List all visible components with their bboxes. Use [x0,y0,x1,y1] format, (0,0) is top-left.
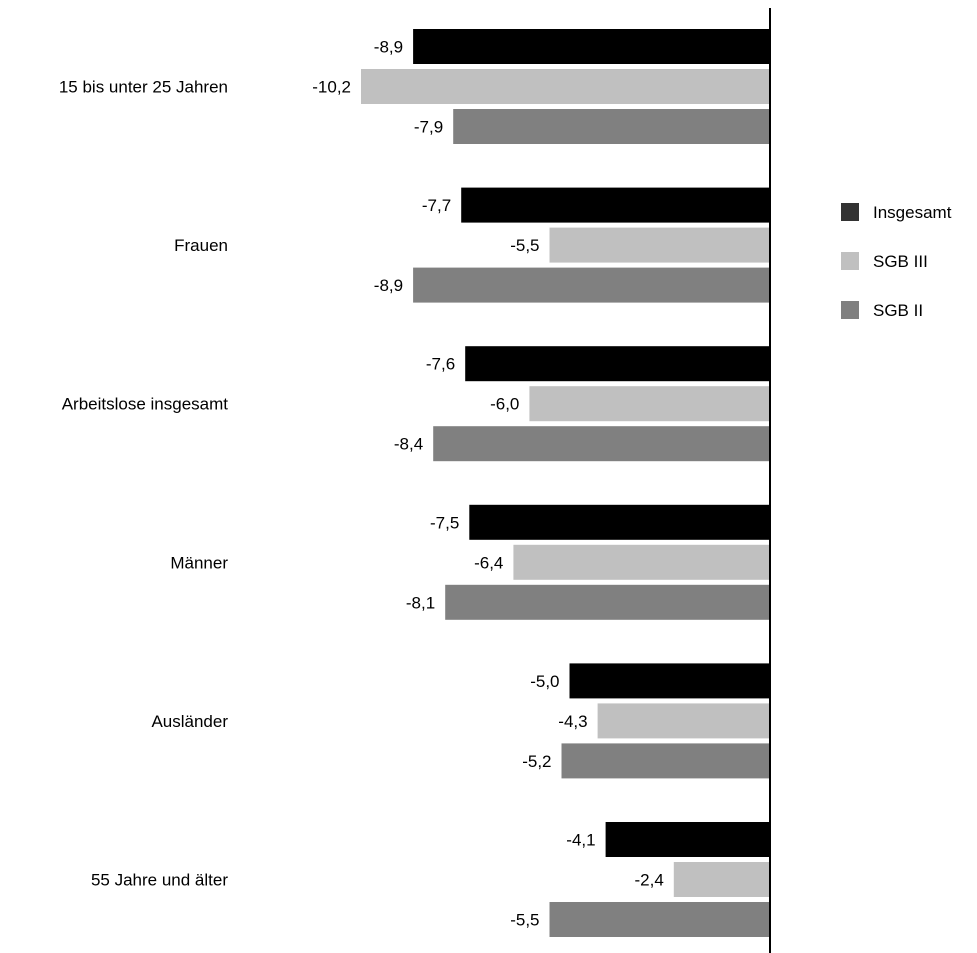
bar-sgb-ii-55-jahre-und-alter [549,902,771,937]
value-label-insgesamt-frauen: -7,7 [422,196,451,215]
value-label-insgesamt-55-jahre-und-alter: -4,1 [566,831,595,850]
value-label-sgb-ii-15-bis-unter-25-jahren: -7,9 [414,118,443,137]
bar-sgb-iii-arbeitslose-insgesamt [529,386,770,422]
legend: Insgesamt SGB III SGB II [841,203,952,320]
value-label-sgb-iii-manner: -6,4 [474,553,503,572]
category-label-frauen: Frauen [174,236,228,255]
bar-insgesamt-manner [469,504,771,540]
category-label-55-jahre-und-alter: 55 Jahre und älter [91,871,228,890]
value-labels-group: -8,9 -10,2 -7,9 -7,7 -5,5 -8,9 -7,6 -6,0 -8,4 -7,… [312,38,664,930]
bar-sgb-iii-15-bis-unter-25-jahren [361,69,770,104]
legend-swatch-sgb-iii [841,252,859,270]
legend-label-sgb-iii: SGB III [873,252,928,271]
bar-insgesamt-55-jahre-und-alter [605,822,770,857]
category-label-arbeitslose-insgesamt: Arbeitslose insgesamt [62,395,229,414]
legend-label-sgb-ii: SGB II [873,301,923,320]
value-label-insgesamt-arbeitslose-insgesamt: -7,6 [426,355,455,374]
value-label-sgb-ii-frauen: -8,9 [374,276,403,295]
bar-sgb-iii-frauen [549,227,771,263]
legend-swatch-sgb-ii [841,301,859,319]
bar-sgb-iii-manner [513,544,770,580]
bars-group [361,29,771,937]
value-label-sgb-ii-55-jahre-und-alter: -5,5 [510,911,539,930]
bar-insgesamt-arbeitslose-insgesamt [465,346,770,382]
value-label-sgb-iii-55-jahre-und-alter: -2,4 [635,871,664,890]
value-label-sgb-ii-auslander: -5,2 [522,752,551,771]
bar-sgb-iii-55-jahre-und-alter [673,862,770,897]
value-label-sgb-iii-auslander: -4,3 [558,712,587,731]
value-label-sgb-ii-arbeitslose-insgesamt: -8,4 [394,435,423,454]
bar-sgb-ii-frauen [413,267,770,303]
value-label-insgesamt-manner: -7,5 [430,513,459,532]
value-label-sgb-iii-15-bis-unter-25-jahren: -10,2 [312,78,351,97]
category-label-manner: Männer [170,553,228,572]
value-label-sgb-ii-manner: -8,1 [406,593,435,612]
value-label-insgesamt-15-bis-unter-25-jahren: -8,9 [374,38,403,57]
bar-insgesamt-frauen [461,187,770,223]
category-labels-group: 15 bis unter 25 Jahren Frauen Arbeitslose … [59,78,229,890]
legend-swatch-insgesamt [841,203,859,221]
bar-sgb-ii-manner [445,584,770,620]
bar-sgb-ii-auslander [561,743,770,779]
category-label-15-bis-unter-25-jahren: 15 bis unter 25 Jahren [59,78,228,97]
bar-insgesamt-auslander [569,663,770,699]
category-label-auslander: Ausländer [151,712,228,731]
value-label-sgb-iii-frauen: -5,5 [510,236,539,255]
value-label-insgesamt-auslander: -5,0 [530,672,559,691]
bar-sgb-ii-arbeitslose-insgesamt [433,426,770,462]
bar-insgesamt-15-bis-unter-25-jahren [413,29,770,64]
value-label-sgb-iii-arbeitslose-insgesamt: -6,0 [490,395,519,414]
bar-sgb-ii-15-bis-unter-25-jahren [453,109,770,144]
legend-label-insgesamt: Insgesamt [873,203,952,222]
bar-sgb-iii-auslander [597,703,770,739]
